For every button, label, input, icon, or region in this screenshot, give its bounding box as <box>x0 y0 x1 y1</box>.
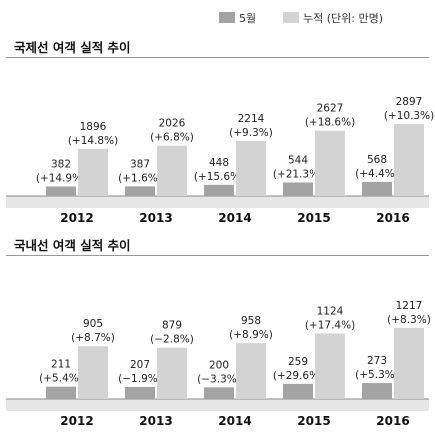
legend-swatch-cumulative <box>283 12 299 23</box>
axis-band <box>6 196 429 208</box>
legend-label-cumulative: 누적 (단위: 만명) <box>303 12 384 25</box>
bar-cumulative <box>315 130 345 196</box>
legend-swatch-monthly <box>219 12 235 23</box>
x-tick-label: 2015 <box>297 211 330 225</box>
data-label-value: 207 <box>130 359 150 371</box>
data-label-change: (+4.4%) <box>355 168 399 180</box>
domestic-chart: 211 (+5.4%) 905 (+8.7%) 2012 207 (−1.9%) 879 (−2… <box>6 300 431 428</box>
data-label-value: 879 <box>162 320 182 332</box>
data-label-value: 905 <box>83 318 103 330</box>
x-tick-label: 2012 <box>60 414 93 428</box>
data-label-change: (+8.7%) <box>71 332 115 344</box>
bar-cumulative <box>315 333 345 399</box>
legend-label-monthly: 5월 <box>239 12 257 25</box>
data-label-change: (+9.3%) <box>229 127 273 139</box>
bar-cumulative <box>78 148 108 196</box>
international-panel: 국제선 여객 실적 추이 382 (+14.9%) 1896 (+14.8%) 2012… <box>6 37 434 225</box>
bar-monthly <box>204 184 234 196</box>
domestic-panel: 국내선 여객 실적 추이 211 (+5.4%) 905 (+8.7%) 2012 207… <box>6 235 431 428</box>
data-label-value: 1896 <box>80 121 107 133</box>
bar-monthly <box>283 383 313 399</box>
bar-cumulative <box>78 346 108 399</box>
data-label-value: 2214 <box>238 113 265 125</box>
data-label-value: 273 <box>367 355 387 367</box>
x-tick-label: 2014 <box>218 414 251 428</box>
data-label-change: (−2.8%) <box>150 334 194 346</box>
bar-monthly <box>125 386 155 399</box>
x-tick-label: 2015 <box>297 414 330 428</box>
data-label-value: 2897 <box>396 96 423 108</box>
data-label-value: 2627 <box>317 103 344 115</box>
data-label-change: (+29.6%) <box>273 370 323 382</box>
chart-legend: 5월 누적 (단위: 만명) <box>219 10 429 26</box>
data-label-change: (+8.9%) <box>229 329 273 341</box>
title-divider <box>6 255 429 256</box>
bar-cumulative <box>236 140 266 196</box>
data-label-value: 211 <box>51 359 71 371</box>
data-label-change: (+8.3%) <box>387 314 431 326</box>
data-label-value: 387 <box>130 158 150 170</box>
data-label-change: (+14.8%) <box>68 135 118 147</box>
data-label-value: 448 <box>209 157 229 169</box>
data-label-value: 544 <box>288 154 308 166</box>
data-label-change: (+1.6%) <box>118 172 162 184</box>
bar-monthly <box>362 181 392 196</box>
axis-band <box>6 399 429 411</box>
data-label-value: 958 <box>241 315 261 327</box>
data-label-value: 259 <box>288 356 308 368</box>
title-divider <box>6 57 429 58</box>
x-tick-label: 2013 <box>139 414 172 428</box>
data-label-change: (−3.3%) <box>197 373 241 385</box>
bar-monthly <box>362 383 392 399</box>
bar-monthly <box>204 387 234 399</box>
bar-monthly <box>125 186 155 196</box>
bar-monthly <box>46 186 76 196</box>
data-label-value: 382 <box>51 159 71 171</box>
chart-title: 국내선 여객 실적 추이 <box>14 238 131 253</box>
data-label-change: (+5.3%) <box>355 369 399 381</box>
bar-cumulative <box>157 145 187 196</box>
data-label-change: (+5.4%) <box>39 373 83 385</box>
data-label-change: (+18.6%) <box>305 117 355 129</box>
chart-title: 국제선 여객 실적 추이 <box>14 40 131 55</box>
data-label-change: (−1.9%) <box>118 373 162 385</box>
data-label-value: 1124 <box>317 305 344 317</box>
bar-cumulative <box>157 347 187 399</box>
bar-monthly <box>46 386 76 399</box>
data-label-value: 200 <box>209 359 229 371</box>
bar-cumulative <box>394 328 424 399</box>
data-label-change: (+21.3%) <box>273 168 323 180</box>
data-label-value: 2026 <box>159 118 186 130</box>
x-tick-label: 2013 <box>139 211 172 225</box>
data-label-change: (+17.4%) <box>305 319 355 331</box>
x-tick-label: 2014 <box>218 211 251 225</box>
bar-cumulative <box>236 343 266 399</box>
data-label-value: 568 <box>367 154 387 166</box>
data-label-change: (+14.9%) <box>36 173 86 185</box>
international-chart: 382 (+14.9%) 1896 (+14.8%) 2012 387 (+1.6%) 202… <box>6 96 434 225</box>
data-label-change: (+6.8%) <box>150 132 194 144</box>
data-label-change: (+10.3%) <box>384 110 434 122</box>
bar-monthly <box>283 182 313 196</box>
data-label-value: 1217 <box>396 300 423 312</box>
x-tick-label: 2016 <box>376 211 409 225</box>
data-label-change: (+15.6%) <box>194 171 244 183</box>
x-tick-label: 2012 <box>60 211 93 225</box>
bar-cumulative <box>394 124 424 196</box>
x-tick-label: 2016 <box>376 414 409 428</box>
